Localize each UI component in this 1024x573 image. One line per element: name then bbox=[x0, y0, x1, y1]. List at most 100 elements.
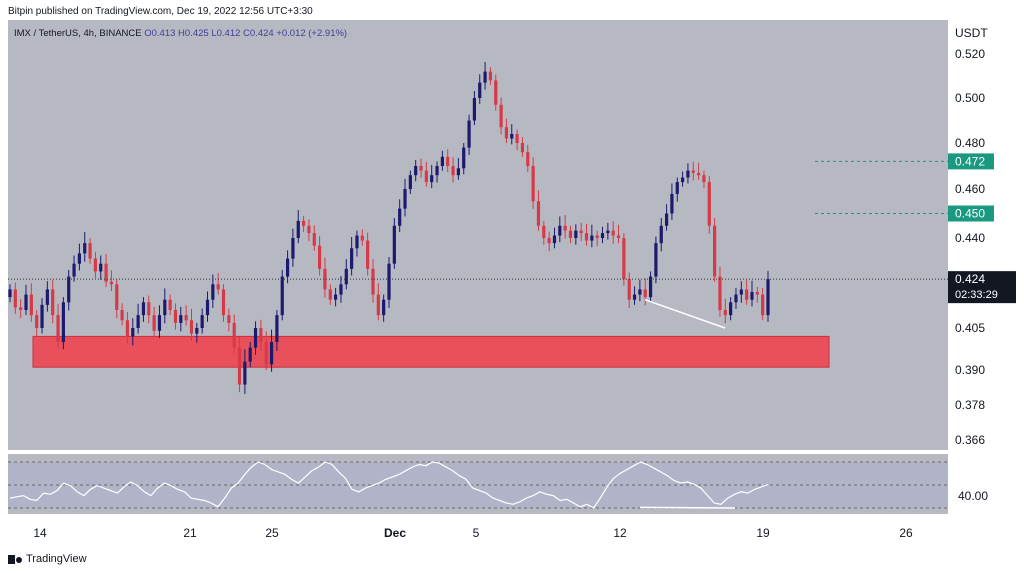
candle-body bbox=[125, 320, 130, 337]
candle-body bbox=[398, 208, 402, 226]
candle-body bbox=[536, 201, 541, 226]
candle-body bbox=[654, 243, 658, 277]
time-tick-label: 5 bbox=[473, 526, 480, 540]
candle-body bbox=[451, 166, 455, 176]
candle-body bbox=[483, 71, 487, 83]
candle-body bbox=[414, 166, 418, 176]
candle-body bbox=[547, 238, 551, 244]
candle-body bbox=[600, 233, 605, 238]
candle-body bbox=[563, 225, 567, 231]
candle-body bbox=[584, 233, 589, 241]
price-tick-label: 0.366 bbox=[955, 433, 985, 447]
candle-body bbox=[713, 225, 717, 277]
candle-body bbox=[366, 240, 370, 269]
candle-body bbox=[344, 268, 348, 285]
candle-body bbox=[205, 299, 210, 316]
symbol-legend: IMX / TetherUS, 4h, BINANCE O0.413 H0.42… bbox=[14, 28, 347, 39]
price-tick-label: 0.500 bbox=[955, 91, 985, 105]
candle-body bbox=[392, 225, 396, 264]
candle-body bbox=[216, 284, 220, 290]
candle-body bbox=[269, 342, 274, 365]
candle-body bbox=[131, 328, 135, 337]
candle-body bbox=[72, 263, 76, 277]
candle-body bbox=[275, 315, 279, 342]
candle-body bbox=[243, 361, 247, 385]
candle-body bbox=[280, 276, 284, 316]
time-tick-label: 19 bbox=[756, 526, 770, 540]
candle-body bbox=[697, 172, 701, 176]
time-tick-label: 21 bbox=[183, 526, 197, 540]
candle-body bbox=[499, 104, 503, 128]
candle-body bbox=[93, 258, 98, 272]
candle-body bbox=[147, 302, 151, 316]
candle-body bbox=[56, 315, 60, 342]
rsi-series-line bbox=[9, 461, 769, 509]
candle-body bbox=[350, 248, 354, 269]
candle-body bbox=[248, 347, 252, 362]
candle-body bbox=[456, 168, 460, 176]
candle-body bbox=[702, 175, 706, 183]
candle-body bbox=[755, 292, 759, 295]
candle-body bbox=[168, 299, 172, 310]
price-tick-label: 0.480 bbox=[955, 136, 985, 150]
tradingview-footer[interactable]: TradingView bbox=[8, 553, 87, 565]
candle-body bbox=[632, 294, 637, 300]
candle-body bbox=[494, 80, 498, 105]
candle-body bbox=[237, 347, 242, 385]
candle-body bbox=[211, 284, 215, 300]
candle-body bbox=[542, 225, 546, 238]
time-tick-label: 12 bbox=[613, 526, 627, 540]
candle-body bbox=[745, 289, 749, 300]
candle-body bbox=[723, 310, 727, 316]
candle-body bbox=[285, 258, 290, 277]
candle-body bbox=[152, 315, 156, 331]
candle-body bbox=[67, 276, 71, 303]
candle-body bbox=[659, 225, 663, 244]
low-value: L0.412 bbox=[211, 28, 241, 39]
level-label: 0.472 bbox=[955, 154, 985, 168]
candle-body bbox=[163, 299, 167, 316]
candle-body bbox=[504, 127, 509, 139]
change-value: +0.012 (+2.91%) bbox=[276, 28, 348, 39]
candle-body bbox=[88, 243, 92, 259]
candle-body bbox=[360, 235, 364, 241]
publisher-line: Bitpin published on TradingView.com, Dec… bbox=[8, 6, 313, 17]
candle-body bbox=[729, 302, 733, 316]
candle-body bbox=[376, 294, 380, 316]
candle-body bbox=[435, 166, 439, 176]
candle-body bbox=[51, 289, 55, 316]
candle-body bbox=[24, 294, 28, 310]
candle-body bbox=[595, 235, 599, 238]
level-tag bbox=[948, 153, 994, 170]
candle-body bbox=[200, 315, 204, 328]
candle-body bbox=[520, 143, 525, 153]
candle-body bbox=[648, 276, 653, 298]
candle-body bbox=[670, 193, 674, 214]
symbol-title: IMX / TetherUS, 4h, BINANCE bbox=[14, 28, 142, 39]
candle-body bbox=[339, 284, 343, 295]
candle-body bbox=[462, 147, 466, 169]
candle-body bbox=[120, 310, 124, 321]
candle-body bbox=[488, 71, 493, 81]
countdown-label: 02:33:29 bbox=[955, 289, 998, 301]
candle-body bbox=[328, 289, 332, 300]
candle-body bbox=[45, 289, 49, 305]
candle-body bbox=[312, 233, 316, 246]
candle-body bbox=[739, 289, 743, 295]
candle-body bbox=[686, 170, 690, 178]
candle-body bbox=[334, 294, 338, 300]
candle-body bbox=[590, 235, 594, 241]
candle-body bbox=[680, 177, 685, 183]
candle-body bbox=[104, 263, 108, 282]
candle-body bbox=[478, 82, 482, 98]
price-chart-pane[interactable] bbox=[8, 20, 948, 450]
candle-body bbox=[403, 189, 407, 209]
price-axis[interactable] bbox=[948, 20, 1016, 514]
tradingview-brand: TradingView bbox=[26, 553, 87, 565]
candle-body bbox=[510, 134, 514, 139]
candle-body bbox=[136, 315, 140, 328]
candle-body bbox=[606, 230, 610, 234]
close-value: C0.424 bbox=[243, 28, 274, 39]
rsi-tick-label: 40.00 bbox=[958, 489, 988, 503]
candle-body bbox=[8, 289, 12, 298]
